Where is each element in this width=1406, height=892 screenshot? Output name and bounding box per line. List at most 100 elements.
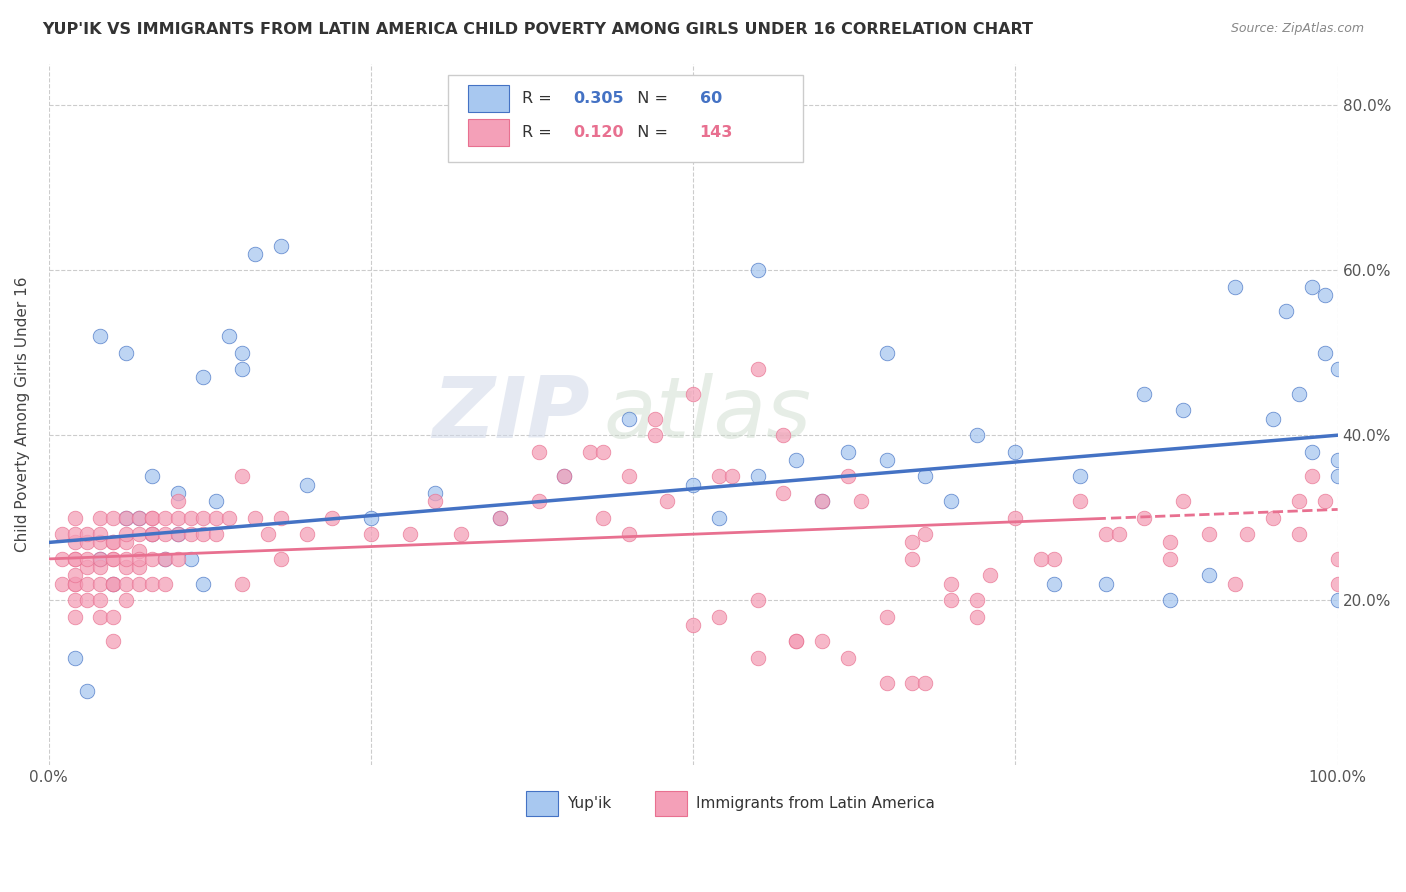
Point xyxy=(1326,362,1348,376)
Point xyxy=(1313,494,1336,508)
Point xyxy=(1223,279,1246,293)
Point xyxy=(205,527,228,541)
Point xyxy=(747,362,769,376)
Point xyxy=(876,453,898,467)
Text: R =: R = xyxy=(522,91,557,106)
Point xyxy=(707,510,730,524)
Point xyxy=(450,527,472,541)
Point xyxy=(89,560,111,574)
Point xyxy=(153,576,176,591)
Point xyxy=(141,469,163,483)
Point xyxy=(1094,576,1116,591)
Point xyxy=(141,576,163,591)
Point xyxy=(425,494,447,508)
Point xyxy=(218,510,240,524)
Point xyxy=(489,510,512,524)
Point xyxy=(76,593,98,607)
Point xyxy=(644,411,666,425)
Point xyxy=(89,527,111,541)
Point xyxy=(103,510,125,524)
Point xyxy=(141,510,163,524)
Text: 0.305: 0.305 xyxy=(574,91,624,106)
Point xyxy=(128,510,150,524)
Point xyxy=(1275,304,1298,318)
Text: R =: R = xyxy=(522,125,557,140)
Point xyxy=(128,576,150,591)
Point xyxy=(644,428,666,442)
Point xyxy=(76,576,98,591)
Point xyxy=(1301,469,1323,483)
Point xyxy=(747,593,769,607)
Text: Immigrants from Latin America: Immigrants from Latin America xyxy=(696,797,935,811)
Point xyxy=(1159,535,1181,549)
Point xyxy=(747,263,769,277)
Bar xyxy=(468,85,509,112)
Point xyxy=(89,535,111,549)
Point xyxy=(489,510,512,524)
Point xyxy=(141,527,163,541)
Text: ZIP: ZIP xyxy=(433,373,591,456)
Point xyxy=(1326,593,1348,607)
Point xyxy=(772,428,794,442)
Point xyxy=(360,527,382,541)
Point xyxy=(153,552,176,566)
Point xyxy=(231,345,253,359)
Point xyxy=(231,469,253,483)
Point xyxy=(128,527,150,541)
Point xyxy=(1133,387,1156,401)
Point xyxy=(747,469,769,483)
Point xyxy=(103,576,125,591)
Point xyxy=(63,552,86,566)
Point xyxy=(193,510,215,524)
Point xyxy=(1288,494,1310,508)
Point xyxy=(553,469,575,483)
Point xyxy=(1236,527,1258,541)
Point xyxy=(63,576,86,591)
Point xyxy=(51,527,73,541)
Point xyxy=(979,568,1001,582)
Point xyxy=(63,527,86,541)
Text: atlas: atlas xyxy=(603,373,811,456)
Point xyxy=(63,552,86,566)
Point xyxy=(89,593,111,607)
Point xyxy=(425,486,447,500)
Text: 60: 60 xyxy=(700,91,721,106)
Point xyxy=(89,576,111,591)
Point xyxy=(76,527,98,541)
Point xyxy=(180,552,202,566)
Point xyxy=(939,494,962,508)
Point xyxy=(1288,387,1310,401)
Point xyxy=(939,576,962,591)
Point xyxy=(193,576,215,591)
Point xyxy=(1004,510,1026,524)
Point xyxy=(321,510,343,524)
Point xyxy=(617,469,640,483)
Point xyxy=(63,593,86,607)
Point xyxy=(901,675,924,690)
Point xyxy=(1223,576,1246,591)
Point xyxy=(579,444,602,458)
Point xyxy=(1301,444,1323,458)
FancyBboxPatch shape xyxy=(449,75,803,162)
Bar xyxy=(468,120,509,146)
Point xyxy=(103,552,125,566)
Point xyxy=(914,469,936,483)
Y-axis label: Child Poverty Among Girls Under 16: Child Poverty Among Girls Under 16 xyxy=(15,277,30,552)
Point xyxy=(1031,552,1053,566)
Point xyxy=(76,684,98,698)
Point xyxy=(1043,576,1066,591)
Point xyxy=(166,486,188,500)
Point xyxy=(128,552,150,566)
Point xyxy=(63,651,86,665)
Point xyxy=(785,634,807,648)
Point xyxy=(218,329,240,343)
Text: Source: ZipAtlas.com: Source: ZipAtlas.com xyxy=(1230,22,1364,36)
Point xyxy=(876,609,898,624)
Point xyxy=(398,527,420,541)
Point xyxy=(1069,469,1091,483)
Point xyxy=(63,576,86,591)
Point xyxy=(115,510,138,524)
Point xyxy=(243,510,266,524)
Point xyxy=(592,510,614,524)
Point xyxy=(270,238,292,252)
